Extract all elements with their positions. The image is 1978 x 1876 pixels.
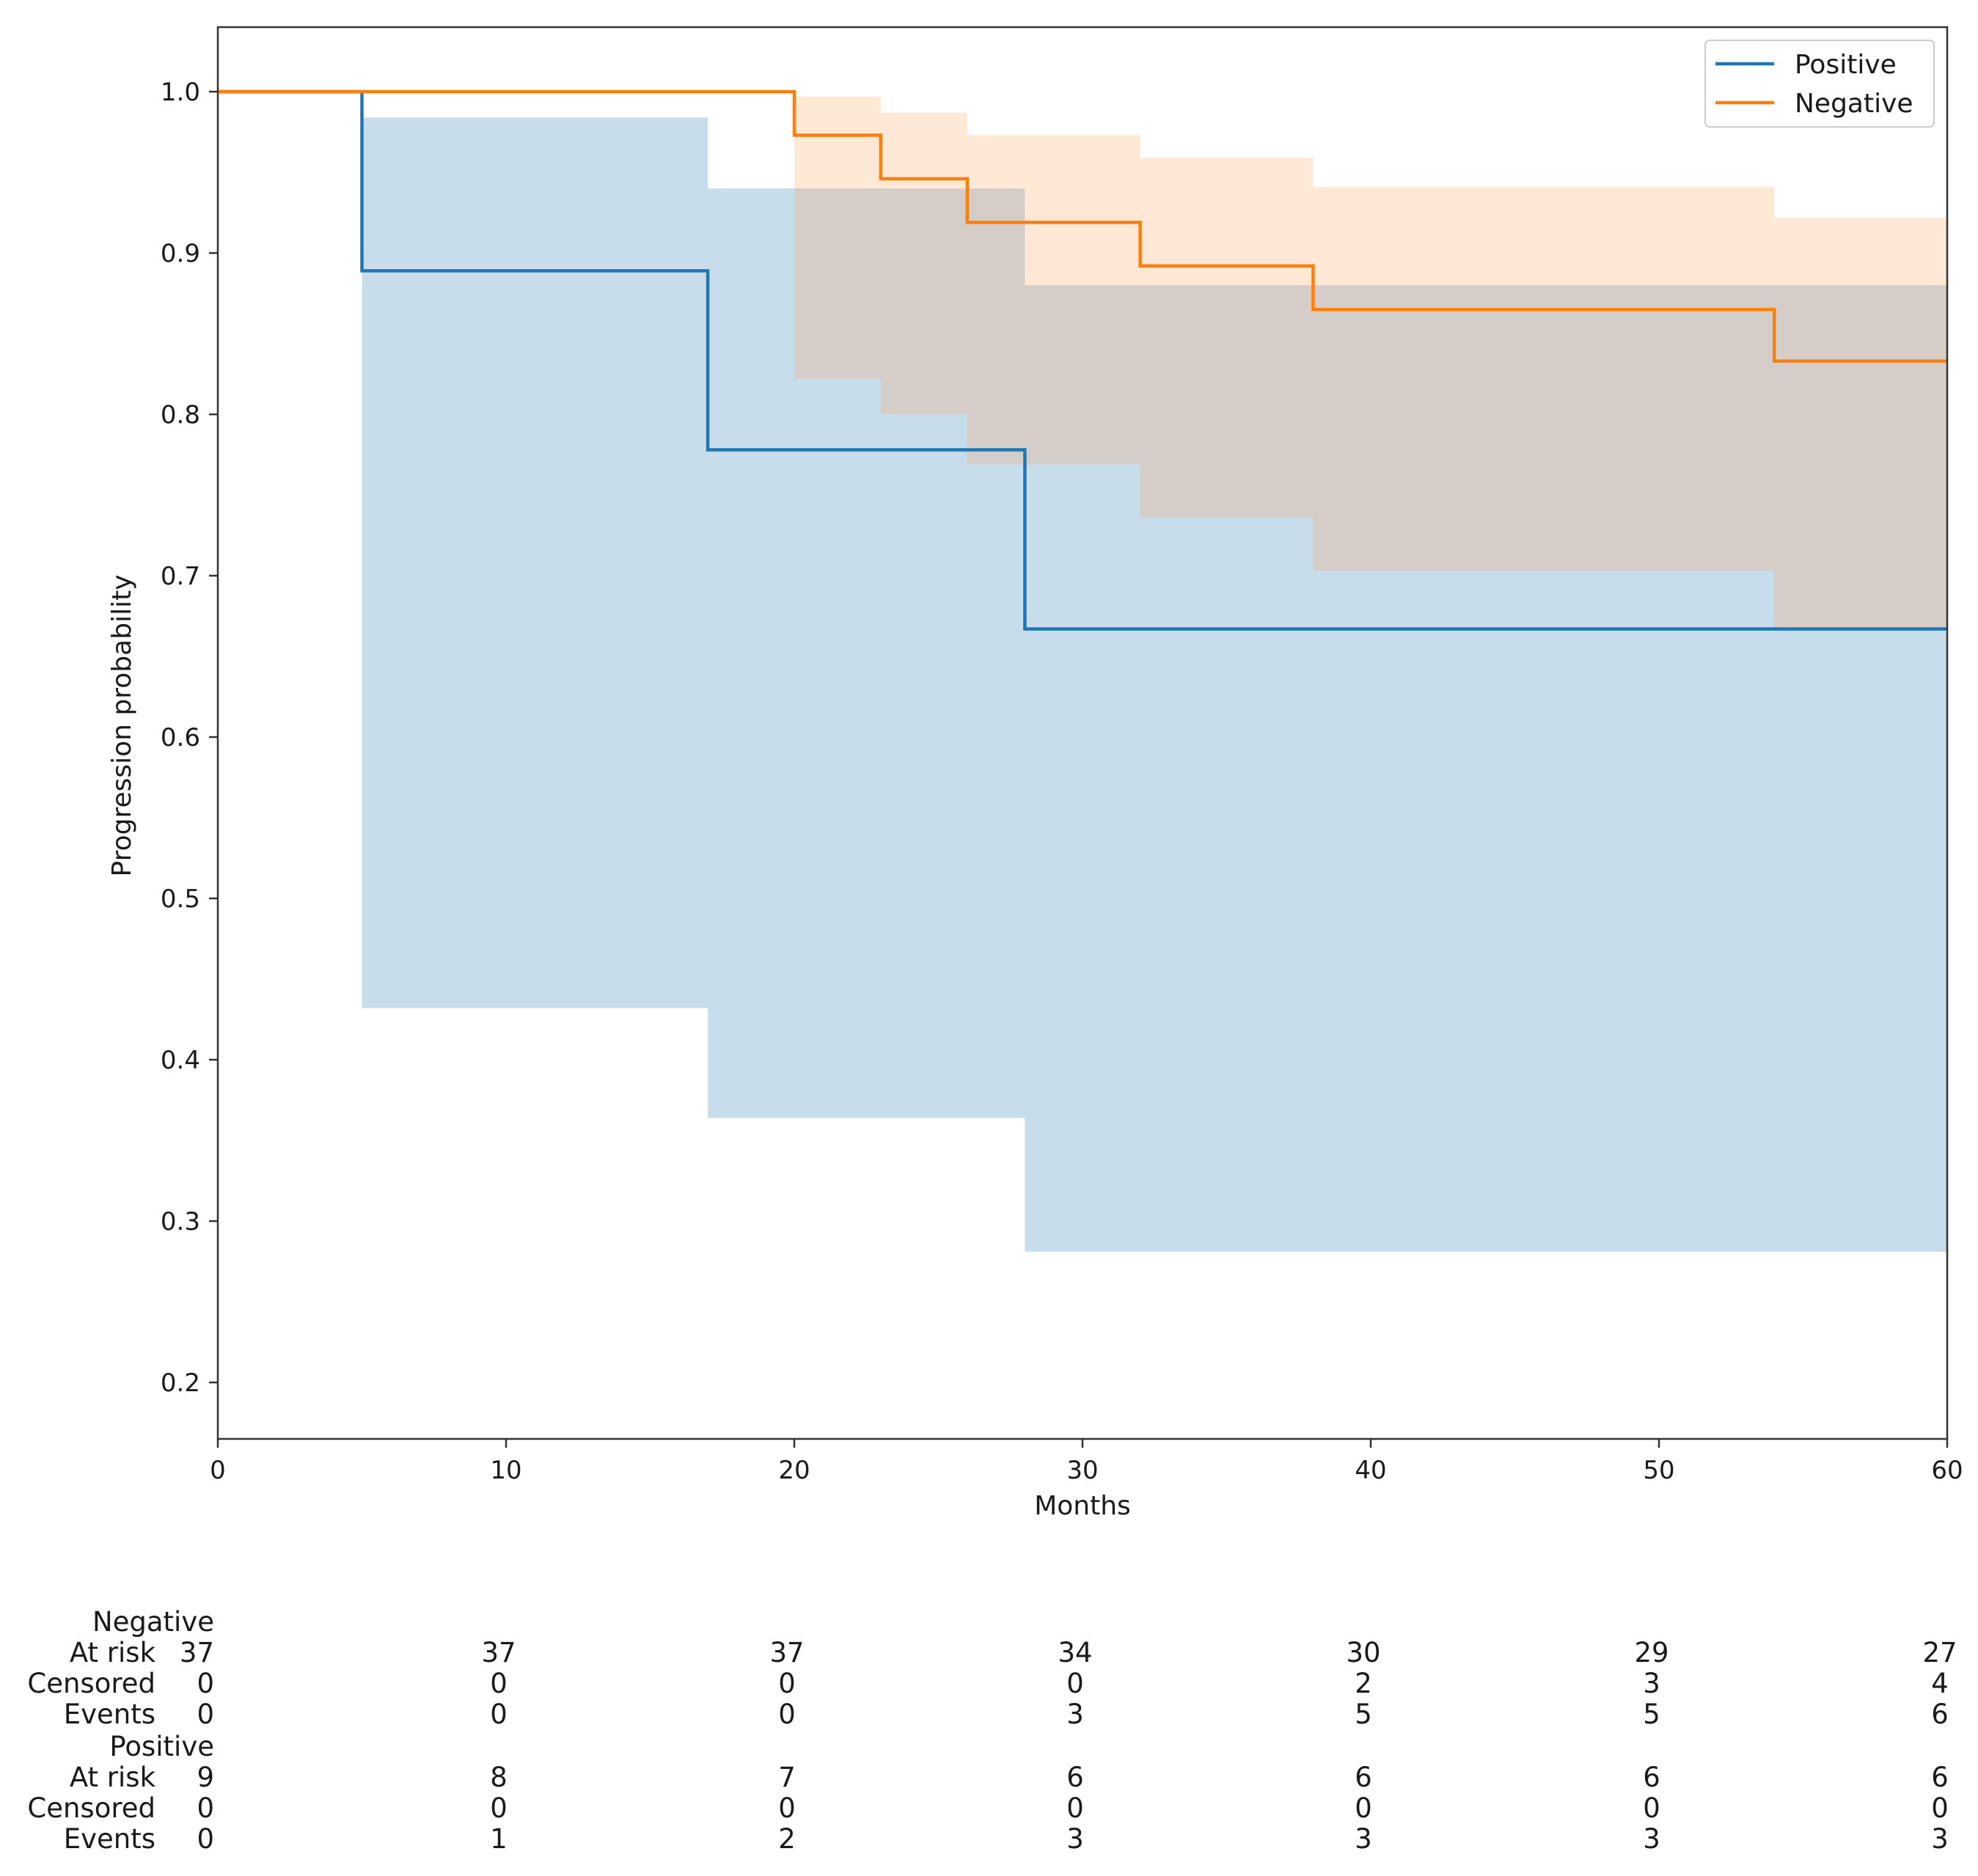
at-risk-cell: 0 <box>778 1699 796 1730</box>
x-tick-label: 20 <box>778 1456 810 1485</box>
at-risk-cell: 37 <box>769 1637 804 1668</box>
y-tick-label: 1.0 <box>161 78 200 107</box>
at-risk-group-title: Positive <box>109 1731 214 1762</box>
at-risk-cell: 0 <box>1355 1792 1372 1824</box>
at-risk-cell: 0 <box>778 1668 796 1699</box>
x-tick-label: 30 <box>1066 1456 1098 1485</box>
at-risk-cell: 3 <box>1643 1668 1660 1699</box>
at-risk-cell: 0 <box>1931 1792 1949 1824</box>
at-risk-cell: 0 <box>197 1823 214 1855</box>
at-risk-cell: 6 <box>1066 1762 1084 1793</box>
x-tick-label: 0 <box>210 1456 226 1485</box>
at-risk-cell: 9 <box>197 1762 214 1793</box>
at-risk-cell: 3 <box>1066 1823 1084 1855</box>
at-risk-cell: 0 <box>197 1792 214 1824</box>
y-axis: 0.2 0.3 0.4 0.5 0.6 0.7 0.8 0.9 1.0 <box>161 78 218 1398</box>
at-risk-cell: 37 <box>481 1637 516 1668</box>
at-risk-cell: 7 <box>778 1762 796 1793</box>
at-risk-cell: 3 <box>1931 1823 1949 1855</box>
at-risk-cell: 6 <box>1931 1699 1949 1730</box>
y-tick-label: 0.6 <box>161 723 200 752</box>
at-risk-cell: 2 <box>1355 1668 1372 1699</box>
at-risk-cell: 0 <box>197 1699 214 1730</box>
at-risk-cell: 1 <box>490 1823 508 1855</box>
at-risk-cell: 5 <box>1643 1699 1660 1730</box>
legend-label-positive: Positive <box>1795 50 1897 80</box>
confidence-bands <box>218 92 1947 1252</box>
at-risk-cell: 37 <box>180 1637 214 1668</box>
y-tick-label: 0.8 <box>161 400 200 430</box>
at-risk-cell: 0 <box>1066 1792 1084 1824</box>
at-risk-cell: 0 <box>490 1668 508 1699</box>
at-risk-cell: 0 <box>490 1792 508 1824</box>
at-risk-cell: 8 <box>490 1762 508 1793</box>
at-risk-cell: 4 <box>1931 1668 1949 1699</box>
at-risk-row-label: At risk <box>70 1762 156 1793</box>
x-axis: 0 10 20 30 40 50 60 <box>210 1439 1963 1485</box>
at-risk-cell: 6 <box>1931 1762 1949 1793</box>
at-risk-row-label: Events <box>64 1823 155 1855</box>
at-risk-cell: 6 <box>1643 1762 1660 1793</box>
at-risk-cell: 0 <box>1643 1792 1660 1824</box>
x-axis-title: Months <box>1034 1491 1131 1521</box>
legend-label-negative: Negative <box>1795 89 1913 119</box>
at-risk-cell: 3 <box>1355 1823 1372 1855</box>
at-risk-cell: 27 <box>1922 1637 1957 1668</box>
y-tick-label: 0.4 <box>161 1046 200 1075</box>
x-tick-label: 60 <box>1931 1456 1963 1485</box>
at-risk-cell: 0 <box>197 1668 214 1699</box>
at-risk-row-label: Events <box>64 1699 155 1730</box>
y-tick-label: 0.5 <box>161 884 200 914</box>
at-risk-cell: 0 <box>490 1699 508 1730</box>
at-risk-cell: 34 <box>1058 1637 1092 1668</box>
at-risk-cell: 30 <box>1346 1637 1380 1668</box>
at-risk-cell: 6 <box>1355 1762 1372 1793</box>
y-axis-title: Progression probability <box>107 575 137 877</box>
at-risk-cell: 2 <box>778 1823 796 1855</box>
x-tick-label: 40 <box>1355 1456 1386 1485</box>
y-tick-label: 0.2 <box>161 1368 200 1398</box>
at-risk-row-label: Censored <box>27 1792 155 1824</box>
at-risk-cell: 0 <box>778 1792 796 1824</box>
legend: Positive Negative <box>1705 40 1934 127</box>
x-tick-label: 10 <box>490 1456 521 1485</box>
y-tick-label: 0.3 <box>161 1207 200 1236</box>
at-risk-cell: 3 <box>1066 1699 1084 1730</box>
at-risk-cell: 29 <box>1634 1637 1669 1668</box>
x-tick-label: 50 <box>1643 1456 1674 1485</box>
at-risk-group-title: Negative <box>92 1606 214 1638</box>
y-tick-label: 0.7 <box>161 562 200 591</box>
at-risk-cell: 0 <box>1066 1668 1084 1699</box>
at-risk-row-label: At risk <box>70 1637 156 1668</box>
at-risk-row-label: Censored <box>27 1668 155 1699</box>
at-risk-cell: 5 <box>1355 1699 1372 1730</box>
at-risk-cell: 3 <box>1643 1823 1660 1855</box>
y-tick-label: 0.9 <box>161 239 200 268</box>
